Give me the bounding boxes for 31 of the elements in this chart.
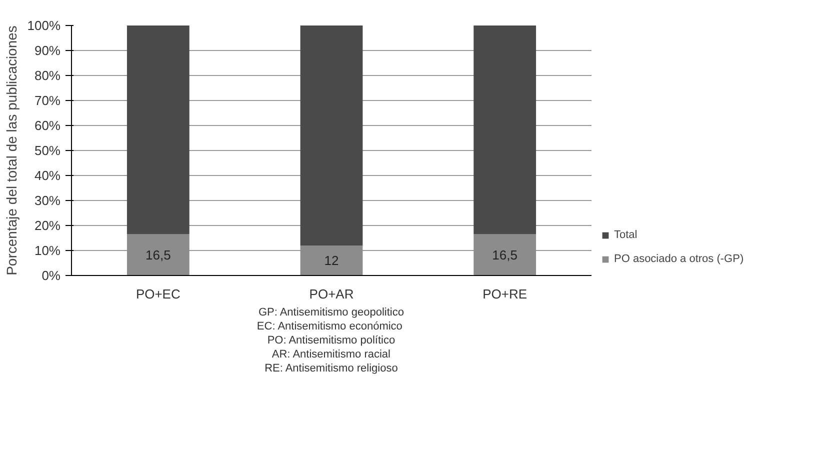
bar — [300, 246, 363, 276]
legend-label: Total — [614, 229, 638, 241]
y-tick-label: 90% — [34, 43, 61, 58]
y-tick-label: 100% — [27, 18, 61, 33]
data-label: 12 — [324, 253, 339, 268]
y-tick-label: 80% — [34, 68, 61, 83]
bar — [474, 234, 536, 276]
bar — [474, 26, 536, 234]
legend-label: PO asociado a otros (-GP) — [614, 253, 744, 265]
y-tick-label: 0% — [42, 268, 61, 283]
text: RE: Antisemitismo religioso — [264, 362, 398, 374]
x-tick-label: PO+EC — [136, 286, 180, 302]
text: AR: Antisemitismo racial — [272, 348, 390, 360]
text: GP: Antisemitismo geopolitico — [258, 306, 404, 318]
x-tick-label: PO+AR — [309, 286, 354, 302]
y-tick-label: 40% — [34, 168, 61, 183]
y-tick-label: 10% — [34, 243, 61, 258]
data-label: 16,5 — [146, 247, 171, 262]
y-tick-label: 30% — [34, 193, 61, 208]
text: EC: Antisemitismo económico — [256, 320, 402, 332]
y-tick-label: 20% — [34, 218, 61, 233]
data-label: 16,5 — [492, 247, 518, 262]
text: PO: Antisemitismo político — [267, 334, 396, 346]
y-axis-title: Porcentaje del total de las publicaciones — [3, 26, 20, 276]
bar — [300, 26, 363, 246]
bar — [126, 234, 190, 276]
bar — [126, 26, 190, 234]
x-tick-label: PO+RE — [482, 286, 528, 302]
y-tick-label: 50% — [34, 143, 61, 158]
y-tick-label: 60% — [34, 118, 61, 133]
y-tick-label: 70% — [34, 93, 61, 108]
